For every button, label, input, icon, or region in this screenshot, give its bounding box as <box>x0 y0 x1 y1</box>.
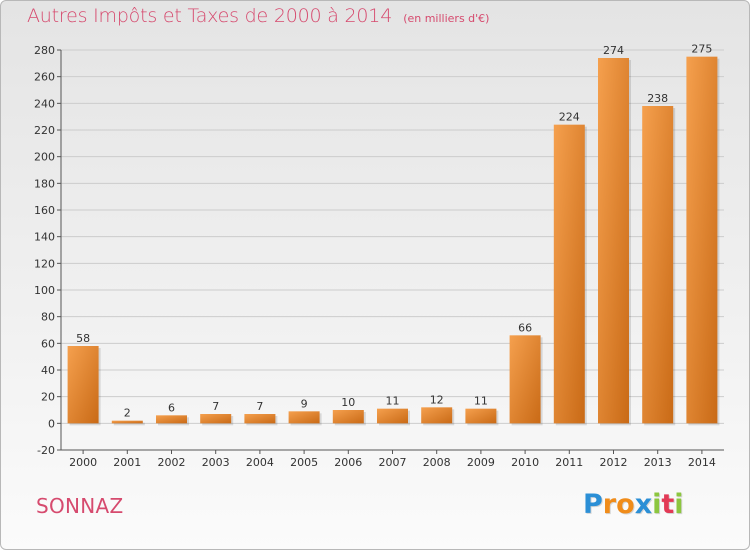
x-tick-label-2004: 2004 <box>246 456 274 469</box>
commune-name: SONNAZ <box>36 494 124 518</box>
x-tick-label-2000: 2000 <box>69 456 97 469</box>
label-layer: 58 2 6 7 7 9 10 11 12 11 66 224 274 238 275 <box>76 43 712 420</box>
bar-2014 <box>686 56 718 424</box>
data-label-2007: 11 <box>386 395 400 408</box>
logo-letter: r <box>602 489 617 520</box>
y-tick-label: 100 <box>34 284 55 297</box>
y-tick-label: 20 <box>41 391 55 404</box>
data-label-2003: 7 <box>212 400 219 413</box>
logo-letter: P <box>583 489 603 520</box>
bar-2001 <box>111 420 143 424</box>
bar-2003 <box>200 414 232 424</box>
y-tick-label: 180 <box>34 177 55 190</box>
bar-2010 <box>509 335 541 424</box>
y-tick-label: 220 <box>34 124 55 137</box>
chart-title: Autres Impôts et Taxes de 2000 à 2014 <box>27 5 393 27</box>
y-tick-label: -20 <box>37 444 55 457</box>
logo-letter: i <box>652 489 662 520</box>
x-tick-label-2001: 2001 <box>113 456 141 469</box>
bar-2009 <box>465 408 497 424</box>
bar-2008 <box>421 407 453 424</box>
logo-letter: i <box>674 489 684 520</box>
y-tick-label: 240 <box>34 97 55 110</box>
data-label-2014: 275 <box>691 43 712 56</box>
data-label-2012: 274 <box>603 44 624 57</box>
x-tick-label-2013: 2013 <box>644 456 672 469</box>
bar-2002 <box>156 415 187 424</box>
data-label-2008: 12 <box>430 393 444 406</box>
x-tick-label-2009: 2009 <box>467 456 495 469</box>
y-tick-label: 40 <box>41 364 55 377</box>
axis-layer: -20 0 20 40 60 80 100 120 140 160 180 200 220 240 260 2… <box>34 44 724 469</box>
data-label-2000: 58 <box>76 332 90 345</box>
x-tick-label-2005: 2005 <box>290 456 318 469</box>
bar-2007 <box>377 408 408 424</box>
x-tick-label-2003: 2003 <box>202 456 230 469</box>
x-tick-label-2011: 2011 <box>555 456 583 469</box>
bar-2012 <box>598 58 629 424</box>
bar-2004 <box>244 414 276 424</box>
y-tick-label: 260 <box>34 71 55 84</box>
chart-title-row: Autres Impôts et Taxes de 2000 à 2014 (e… <box>27 5 489 27</box>
y-tick-label: 0 <box>48 417 55 430</box>
chart-unit-note: (en milliers d'€) <box>403 12 490 25</box>
x-tick-label-2012: 2012 <box>600 456 628 469</box>
x-tick-label-2014: 2014 <box>688 456 716 469</box>
bar-2006 <box>332 410 364 424</box>
logo-letter: x <box>634 489 653 520</box>
y-tick-label: 140 <box>34 231 55 244</box>
y-tick-label: 280 <box>34 44 55 57</box>
x-tick-label-2002: 2002 <box>158 456 186 469</box>
data-label-2011: 224 <box>559 111 580 124</box>
bar-2005 <box>288 411 320 424</box>
data-label-2013: 238 <box>647 92 668 105</box>
y-tick-label: 60 <box>41 337 55 350</box>
bar-2000 <box>67 346 99 424</box>
data-label-2010: 66 <box>518 321 532 334</box>
data-label-2001: 2 <box>124 407 131 420</box>
data-label-2006: 10 <box>341 396 355 409</box>
data-label-2009: 11 <box>474 395 488 408</box>
y-tick-label: 80 <box>41 311 55 324</box>
logo-letter: o <box>616 489 635 520</box>
y-tick-label: 200 <box>34 151 55 164</box>
y-tick-label: 120 <box>34 257 55 270</box>
x-tick-label-2007: 2007 <box>379 456 407 469</box>
data-label-2005: 9 <box>301 397 308 410</box>
data-label-2004: 7 <box>256 400 263 413</box>
proxiti-logo: Proxiti <box>583 489 684 520</box>
data-label-2002: 6 <box>168 401 175 414</box>
bar-2013 <box>642 106 674 424</box>
bar-layer <box>67 56 720 426</box>
bar-2011 <box>553 124 585 424</box>
x-tick-label-2006: 2006 <box>334 456 362 469</box>
x-tick-label-2010: 2010 <box>511 456 539 469</box>
bar-shadow <box>113 422 145 426</box>
x-tick-label-2008: 2008 <box>423 456 451 469</box>
y-tick-label: 160 <box>34 204 55 217</box>
logo-letter: t <box>661 489 675 520</box>
